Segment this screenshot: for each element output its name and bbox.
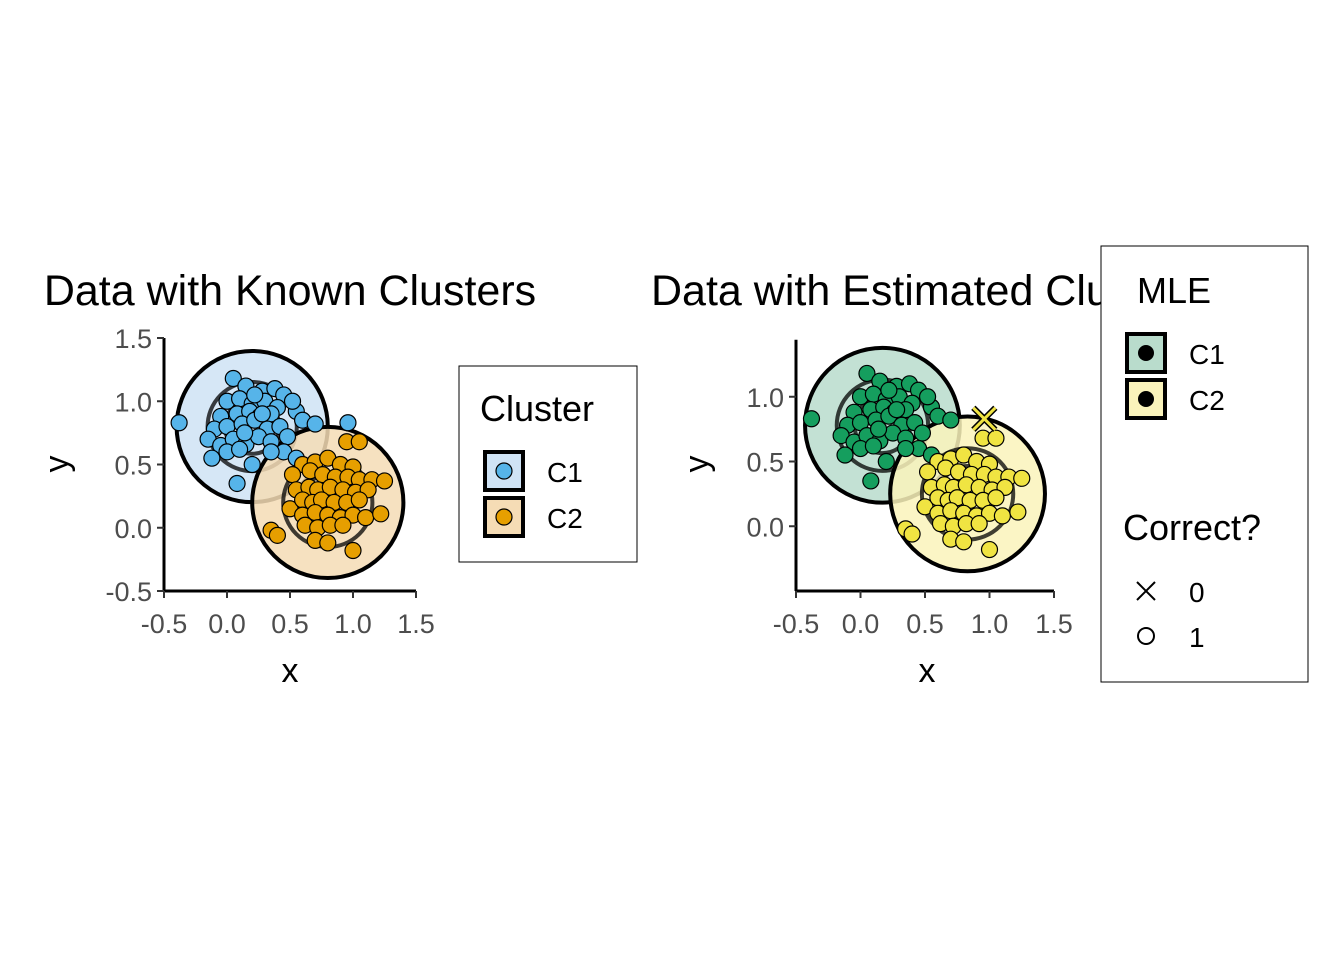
left-panel: -0.5 0.0 0.5 1.0 1.5 -0.5 0.0 0.5 1.0 1.5 x y (38, 324, 435, 690)
right-y-tick-label-1: 0.5 (746, 448, 784, 478)
right-legend-correct-title: Correct? (1123, 507, 1261, 548)
right-point-c2-35 (1009, 503, 1027, 521)
left-point-c2-39 (334, 516, 352, 534)
left-point-c2-43 (319, 534, 337, 552)
right-point-c2-34 (993, 507, 1012, 525)
left-point-c1-41 (262, 443, 280, 461)
left-point-c1-26 (306, 415, 324, 433)
left-point-c2-7 (283, 466, 302, 484)
right-legend-circle-key (1137, 627, 1155, 645)
right-point-c2-41 (903, 525, 921, 543)
right-point-c2-43 (955, 533, 973, 551)
right-point-c1-25 (802, 410, 821, 428)
right-misclassified-point-0 (971, 405, 998, 432)
left-x-tick-label-0: -0.5 (141, 609, 188, 639)
left-axes: -0.5 0.0 0.5 1.0 1.5 -0.5 0.0 0.5 1.0 1.5 (105, 324, 434, 639)
left-legend-title: Cluster (480, 388, 594, 429)
right-point-c1-10 (880, 381, 898, 399)
right-point-c1-35 (836, 446, 854, 464)
right-legend-label-1: 1 (1189, 622, 1205, 653)
right-x-tick-label-2: 0.5 (906, 609, 944, 639)
left-point-c2-41 (268, 526, 286, 544)
right-point-c1-37 (864, 437, 883, 455)
left-x-tick-label-3: 1.0 (334, 609, 372, 639)
right-legend-label-c2: C2 (1189, 385, 1225, 416)
right-point-c1-39 (862, 472, 880, 490)
right-point-c2-44 (980, 540, 999, 559)
left-x-axis-title: x (282, 652, 299, 690)
right-x-axis-title: x (919, 652, 936, 690)
left-y-tick-label-3: 1.0 (114, 387, 152, 417)
right-axes: -0.5 0.0 0.5 1.0 1.5 0.0 0.5 1.0 (746, 339, 1073, 639)
right-legend-box (1100, 245, 1309, 683)
left-point-c1-44 (236, 424, 254, 442)
left-point-c1-36 (203, 449, 221, 467)
left-y-tick-label-4: 1.5 (114, 324, 152, 354)
left-point-c2-21 (375, 472, 394, 490)
left-legend-key-c1-point (495, 462, 513, 480)
left-y-tick-label-1: 0.0 (114, 514, 152, 544)
right-point-c2-39 (970, 515, 988, 533)
right-legend-cross-key (1136, 581, 1156, 601)
left-y-tick-label-2: 0.5 (114, 451, 152, 481)
right-x-tick-label-4: 1.5 (1035, 609, 1073, 639)
right-x-tick-label-3: 1.0 (971, 609, 1009, 639)
left-point-c1-39 (243, 455, 261, 474)
right-point-c1-40 (897, 439, 915, 458)
right-legend-key-c2-point (1138, 391, 1154, 407)
right-y-axis-title: y (678, 456, 716, 473)
left-point-c1-0 (224, 369, 242, 388)
right-point-c1-43 (869, 420, 888, 438)
right-point-c1-42 (918, 388, 937, 406)
right-x-tick-label-0: -0.5 (773, 609, 820, 639)
left-point-c1-43 (283, 392, 302, 410)
right-point-c2-28 (987, 489, 1005, 507)
right-point-c2-21 (1013, 469, 1031, 487)
left-point-c1-24 (278, 428, 297, 446)
right-legend-label-0: 0 (1189, 577, 1205, 608)
left-point-c2-1 (350, 433, 368, 451)
left-legend-key-c2-point (495, 508, 513, 526)
right-legend-mle-title: MLE (1137, 270, 1211, 311)
right-x-tick-label-1: 0.0 (842, 609, 880, 639)
right-point-c1-38 (877, 452, 895, 471)
left-y-tick-label-0: -0.5 (105, 577, 152, 607)
right-legend: MLE C1 C2 Correct? 0 1 (1100, 245, 1309, 683)
right-point-c1-26 (942, 411, 960, 429)
right-point-c1-24 (913, 424, 932, 442)
left-point-c2-34 (357, 509, 375, 527)
right-point-c2-7 (918, 463, 937, 481)
left-points (170, 369, 394, 560)
left-x-tick-label-2: 0.5 (271, 609, 309, 639)
right-point-c1-41 (888, 401, 906, 419)
left-plot-title: Data with Known Clusters (44, 267, 536, 315)
left-legend: Cluster C1 C2 (458, 365, 638, 563)
right-y-tick-label-0: 0.0 (746, 512, 784, 542)
right-y-tick-label-2: 1.0 (746, 383, 784, 413)
left-point-c1-40 (228, 474, 246, 493)
left-point-c1-25 (170, 414, 188, 432)
left-point-c1-27 (339, 414, 357, 432)
left-point-c1-10 (246, 386, 264, 404)
right-point-c2-1 (987, 429, 1005, 447)
right-legend-label-c1: C1 (1189, 339, 1225, 370)
left-y-axis-title: y (38, 456, 76, 473)
right-points (802, 364, 1031, 559)
left-legend-label-c2: C2 (547, 503, 583, 534)
right-panel: -0.5 0.0 0.5 1.0 1.5 0.0 0.5 1.0 x y (678, 339, 1073, 690)
left-x-tick-label-4: 1.5 (397, 609, 435, 639)
left-point-c2-44 (344, 541, 362, 560)
left-point-c1-38 (231, 440, 249, 458)
left-x-tick-label-1: 0.0 (208, 609, 246, 639)
left-legend-label-c1: C1 (547, 457, 583, 488)
left-point-c1-42 (253, 405, 271, 423)
left-point-c2-35 (372, 505, 390, 523)
left-point-c2-28 (350, 491, 368, 509)
right-legend-key-c1-point (1138, 345, 1154, 361)
right-point-c1-0 (858, 364, 876, 383)
